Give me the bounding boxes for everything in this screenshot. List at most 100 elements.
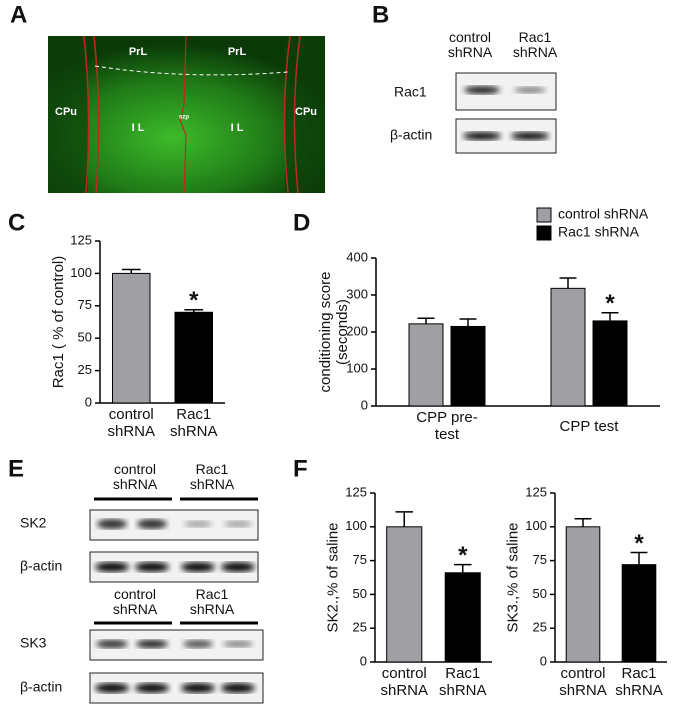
y-tick-label: 75 bbox=[353, 552, 367, 567]
panel-label: D bbox=[293, 209, 310, 236]
band bbox=[181, 683, 215, 693]
band bbox=[224, 521, 252, 527]
column-header: Rac1 shRNA bbox=[512, 30, 558, 60]
x-tick-label: Rac1 shRNA bbox=[438, 665, 487, 699]
x-tick-label-box: Rac1 shRNA bbox=[615, 665, 663, 699]
region-label: CPu bbox=[295, 106, 317, 118]
band bbox=[181, 562, 215, 572]
band bbox=[95, 562, 129, 572]
bar bbox=[592, 320, 628, 407]
panel-label: A bbox=[10, 1, 27, 28]
band bbox=[511, 132, 549, 140]
region-label: PrL bbox=[228, 46, 247, 58]
region-label: szp bbox=[179, 115, 189, 121]
column-header-text: Rac1 shRNA bbox=[189, 587, 235, 617]
y-axis-label: SK3.,% of saline bbox=[504, 522, 522, 633]
panel-label: C bbox=[8, 209, 25, 236]
legend-swatch bbox=[536, 207, 552, 223]
row-label: SK3 bbox=[20, 635, 47, 651]
y-tick-label: 125 bbox=[70, 232, 92, 247]
column-header: control shRNA bbox=[447, 30, 493, 60]
x-tick-label-box: Rac1 shRNA bbox=[169, 406, 218, 440]
y-tick-label: 50 bbox=[353, 586, 367, 601]
y-tick-label: 75 bbox=[533, 552, 547, 567]
y-tick-label: 0 bbox=[360, 653, 367, 668]
boundary bbox=[283, 35, 291, 194]
legend-label: Rac1 shRNA bbox=[558, 224, 640, 240]
band bbox=[514, 87, 546, 93]
band bbox=[135, 562, 169, 572]
column-header-text: control shRNA bbox=[112, 462, 158, 492]
x-tick-label: control shRNA bbox=[107, 406, 155, 440]
dashed-border bbox=[94, 65, 289, 76]
x-tick-label-box: control shRNA bbox=[107, 406, 155, 440]
x-tick-label-box: control shRNA bbox=[559, 665, 607, 699]
bar bbox=[444, 572, 481, 663]
band bbox=[136, 640, 168, 648]
y-tick-label: 75 bbox=[78, 297, 92, 312]
bar bbox=[550, 287, 586, 407]
band bbox=[221, 562, 255, 572]
band bbox=[223, 641, 253, 647]
y-tick-label: 200 bbox=[346, 323, 368, 338]
x-tick-label: Rac1 shRNA bbox=[169, 406, 218, 440]
column-header: Rac1 shRNA bbox=[189, 587, 235, 617]
row-label: β-actin bbox=[20, 679, 62, 695]
significance-mark: * bbox=[458, 542, 468, 569]
band bbox=[184, 521, 212, 527]
row-label: β-actin bbox=[20, 558, 62, 574]
panel-label: E bbox=[8, 455, 24, 482]
y-axis-label: conditioning score (seconds) bbox=[317, 271, 351, 393]
bar bbox=[621, 564, 657, 663]
row-label: β-actin bbox=[390, 127, 432, 143]
micrograph-edge bbox=[48, 36, 88, 193]
bar bbox=[174, 311, 213, 404]
row-label: SK2 bbox=[20, 515, 47, 531]
band bbox=[464, 86, 500, 94]
band bbox=[463, 132, 501, 140]
band bbox=[135, 683, 169, 693]
column-header: control shRNA bbox=[112, 462, 158, 492]
boundary bbox=[293, 35, 301, 194]
column-header-text: Rac1 shRNA bbox=[512, 30, 558, 60]
bar bbox=[386, 526, 423, 663]
significance-mark: * bbox=[634, 530, 644, 557]
bar bbox=[112, 272, 151, 404]
band bbox=[97, 519, 127, 529]
y-tick-label: 0 bbox=[540, 653, 547, 668]
column-header: Rac1 shRNA bbox=[189, 462, 235, 492]
x-tick-label: control shRNA bbox=[559, 665, 607, 699]
significance-mark: * bbox=[189, 287, 199, 314]
boundary bbox=[83, 35, 90, 194]
legend-label: control shRNA bbox=[558, 206, 649, 222]
band bbox=[95, 683, 129, 693]
column-header-text: Rac1 shRNA bbox=[189, 462, 235, 492]
y-axis-label: Rac1 ( % of control) bbox=[49, 255, 67, 389]
band bbox=[183, 640, 213, 648]
bar bbox=[565, 526, 601, 663]
micrograph-edge bbox=[285, 36, 325, 193]
x-tick-label: CPP pre-test bbox=[416, 409, 478, 443]
row-label: Rac1 bbox=[394, 84, 427, 100]
y-tick-label: 300 bbox=[346, 286, 368, 301]
x-tick-label-box: CPP test bbox=[560, 418, 619, 435]
y-axis-label-box: SK2.,% of saline bbox=[324, 522, 342, 633]
boundary bbox=[93, 35, 100, 194]
y-axis-label-box: conditioning score (seconds) bbox=[317, 271, 351, 393]
legend-swatch bbox=[536, 225, 552, 241]
bar bbox=[408, 323, 444, 407]
column-header-text: control shRNA bbox=[112, 587, 158, 617]
y-tick-label: 125 bbox=[345, 484, 367, 499]
panel-label: F bbox=[293, 455, 308, 482]
region-label: I L bbox=[132, 122, 145, 134]
y-tick-label: 125 bbox=[525, 484, 547, 499]
x-tick-label-box: Rac1 shRNA bbox=[438, 665, 487, 699]
band bbox=[137, 519, 167, 529]
x-tick-label: control shRNA bbox=[380, 665, 428, 699]
column-header: control shRNA bbox=[112, 587, 158, 617]
y-axis-label: SK2.,% of saline bbox=[324, 522, 342, 633]
y-tick-label: 100 bbox=[525, 518, 547, 533]
column-header-text: control shRNA bbox=[447, 30, 493, 60]
region-label: CPu bbox=[55, 106, 77, 118]
micrograph bbox=[48, 36, 325, 193]
